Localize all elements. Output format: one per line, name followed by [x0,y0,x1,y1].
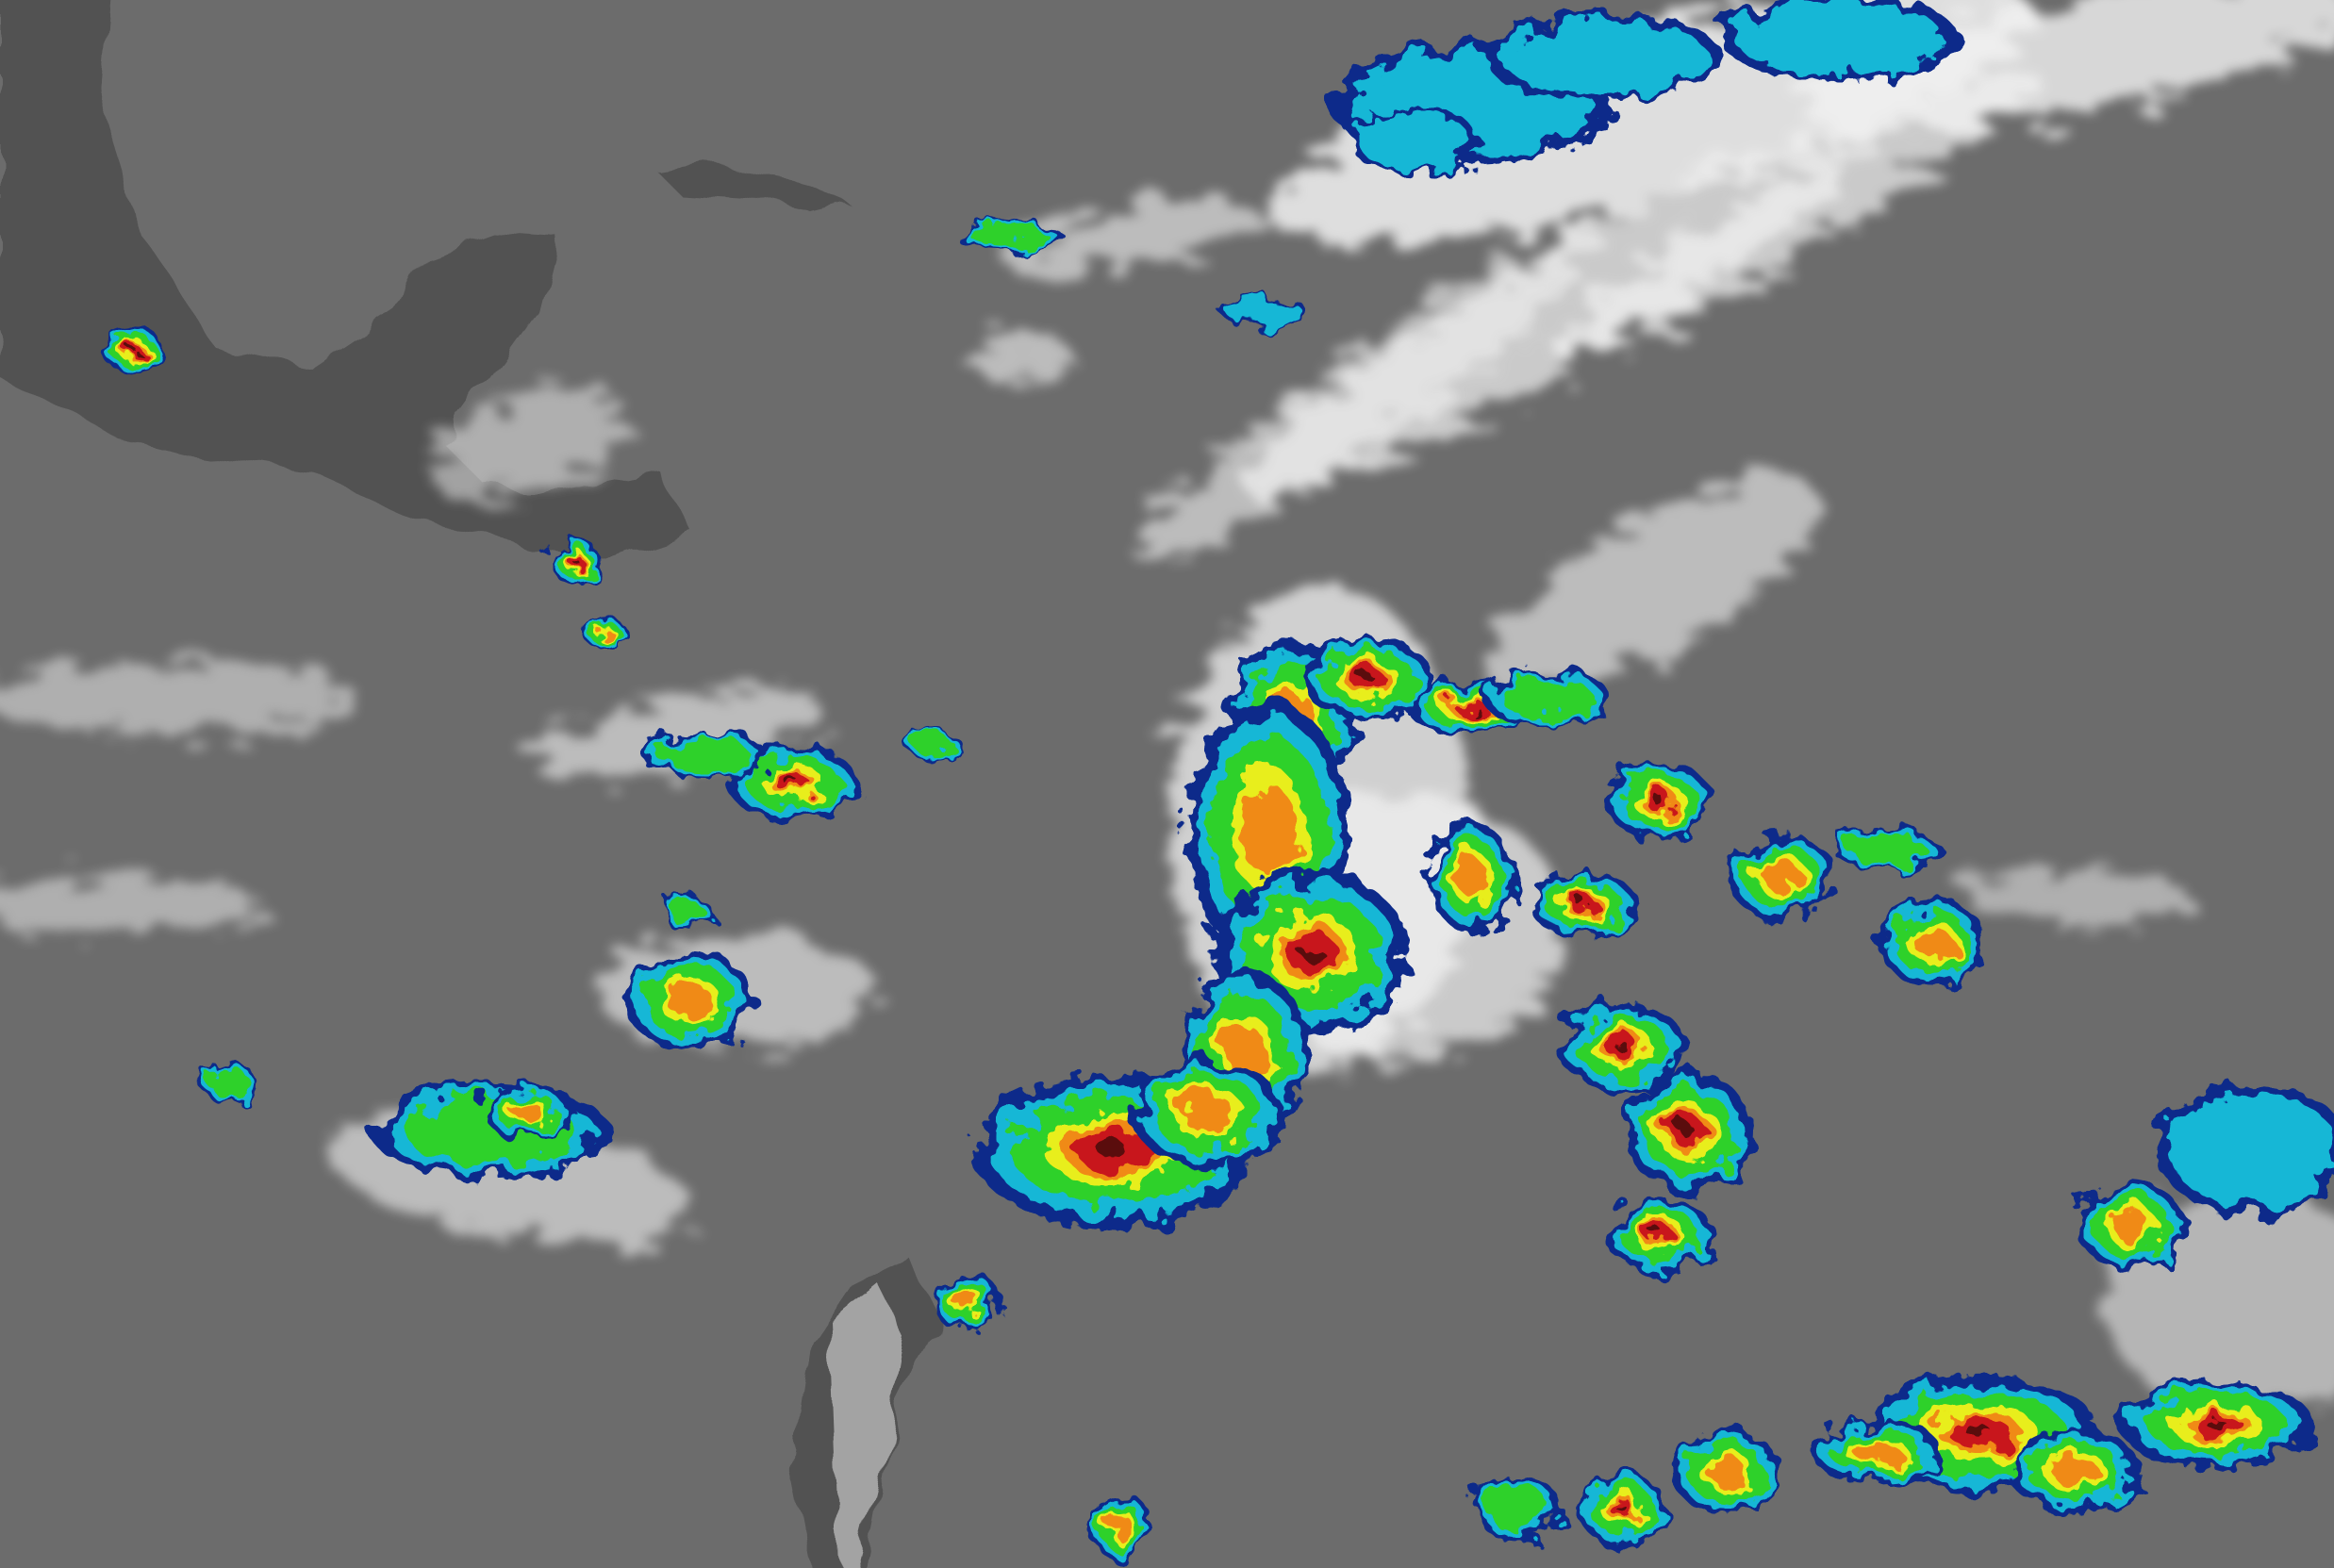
storm-cell [99,327,165,371]
storm-intensity-band [1226,297,1301,325]
storm-intensity-band [2112,1211,2150,1241]
storm-intensity-band [596,626,611,637]
storm-intensity-band [955,1290,978,1312]
storm-cell [667,893,710,936]
storm-cell [934,1268,1000,1334]
storm-intensity-band [1854,1441,1899,1463]
storm-cell [1812,1419,1942,1485]
storm-intensity-band [1707,1456,1745,1486]
storm-intensity-band [572,558,578,564]
cloud [0,877,264,933]
storm-intensity-band [1735,0,1943,75]
storm-intensity-band [785,778,800,787]
storm-cell [371,1082,610,1180]
storm-intensity-band [672,899,704,931]
storm-cell [582,615,625,649]
storm-intensity-band [2206,1419,2226,1428]
storm-cell [1831,827,1941,870]
storm-cell [2077,1182,2186,1269]
storm-intensity-band [1360,674,1375,684]
storm-intensity-band [1358,113,1471,170]
storm-cell [1728,834,1837,920]
storm-intensity-band [655,738,750,770]
storm-cell [1349,108,1480,174]
storm-cell [1879,900,1988,986]
storm-intensity-band [1240,784,1297,875]
storm-cell [1302,635,1432,722]
cloud [1546,72,2038,362]
storm-cell [204,1063,258,1106]
storm-intensity-band [1464,704,1479,710]
andes-highlands [830,1282,905,1568]
storm-cell [1089,1494,1155,1560]
storm-cell [954,219,1064,253]
storm-cell [1605,1197,1714,1274]
storm-cell [2118,1380,2314,1467]
storm-intensity-band [1181,1094,1233,1131]
storm-cell [2156,1085,2334,1215]
landmass [0,0,688,556]
storm-intensity-band [1456,858,1486,896]
storm-cell [1220,294,1307,328]
cloud [1483,474,1817,695]
storm-cell [2010,1428,2140,1514]
storm-cell [906,728,961,762]
storm-intensity-band [1654,1230,1665,1240]
storm-intensity-band [128,346,136,352]
convective-storm-cells [99,0,2334,1560]
storm-intensity-band [1967,1427,1994,1440]
cloud [1796,0,2334,131]
storm-intensity-band [1680,1125,1696,1138]
cloud [1962,867,2188,924]
storm-cell [1483,13,1723,100]
storm-intensity-band [970,223,1048,248]
storm-intensity-band [1579,901,1590,909]
storm-intensity-band [1499,19,1707,94]
cloud [962,335,1075,382]
storm-intensity-band [1499,678,1594,718]
cloud [1134,230,1601,562]
storm-cell [623,950,753,1048]
storm-cell [548,539,603,583]
storm-intensity-band [1847,833,1925,865]
landmass [660,165,849,212]
storm-cell [1428,822,1515,932]
storm-cell [1557,1003,1687,1090]
storm-intensity-band [914,733,953,757]
storm-cell [1482,670,1612,725]
landmasses [0,0,943,1568]
storm-intensity-band [1654,797,1665,806]
cloud [1001,199,1262,272]
storm-intensity-band [1487,1485,1549,1532]
storm-intensity-band [2169,1094,2334,1207]
storm-cell [1475,1476,1562,1542]
storm-intensity-band [1111,1516,1134,1539]
cloud [429,386,627,501]
storm-intensity-band [1763,862,1801,892]
storm-cell [485,1085,571,1140]
storm-intensity-band [1614,1042,1630,1051]
storm-cell [1131,1058,1283,1167]
storm-cell [1719,0,1959,81]
storm-cell [1605,763,1714,840]
storm-intensity-band [211,1068,251,1100]
storm-cell [727,744,857,821]
storm-cell [1623,1071,1753,1192]
storm-intensity-band [666,982,711,1016]
storm-intensity-band [1098,1142,1128,1159]
storm-intensity-band [513,1103,543,1122]
storm-intensity-band [1300,944,1321,961]
storm-intensity-band [1914,928,1952,958]
storm-cell [637,733,768,776]
storm-intensity-band [2052,1456,2097,1486]
storm-cell [1579,1470,1665,1547]
storm-intensity-band [1617,1504,1627,1513]
storm-cell [1530,872,1639,938]
storm-cell [1671,1428,1780,1514]
cloud [0,660,358,735]
